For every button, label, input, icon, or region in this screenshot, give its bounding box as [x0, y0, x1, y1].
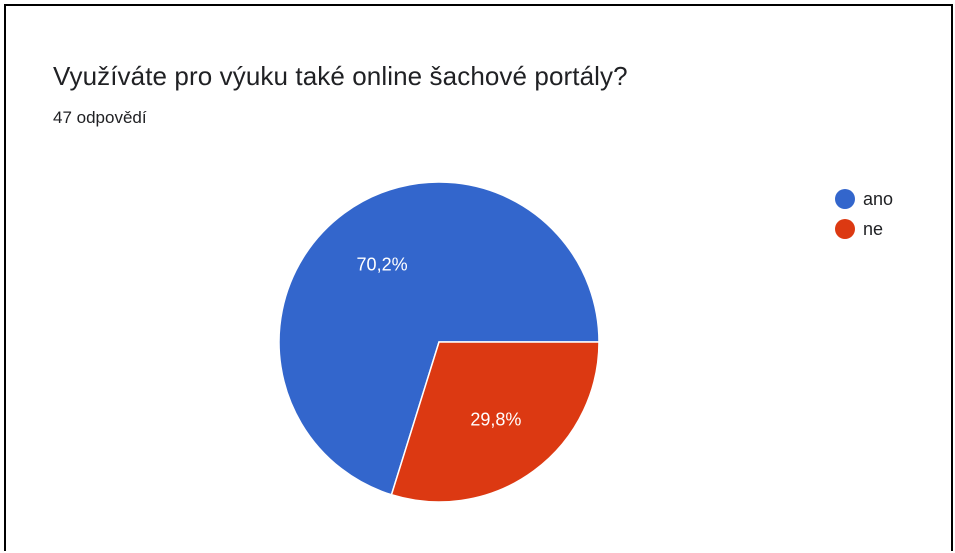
legend-item-ano[interactable]: ano [835, 184, 893, 214]
chart-title: Využíváte pro výuku také online šachové … [53, 61, 628, 91]
legend-label-ano: ano [863, 188, 894, 209]
slice-label-ne: 29,8% [470, 409, 521, 429]
pie-chart: 70,2% 29,8% [278, 181, 600, 503]
chart-card: Využíváte pro výuku také online šachové … [4, 4, 953, 551]
chart-legend: ano ne [835, 184, 893, 244]
legend-item-ne[interactable]: ne [835, 214, 893, 244]
pie-slice-ne[interactable] [390, 341, 600, 503]
legend-swatch-ne [835, 219, 855, 239]
legend-label-ne: ne [863, 218, 884, 239]
pie-slice-ano[interactable] [278, 181, 600, 496]
slice-label-ano: 70,2% [357, 255, 408, 275]
response-count: 47 odpovědí [53, 108, 147, 127]
legend-swatch-ano [835, 189, 855, 209]
